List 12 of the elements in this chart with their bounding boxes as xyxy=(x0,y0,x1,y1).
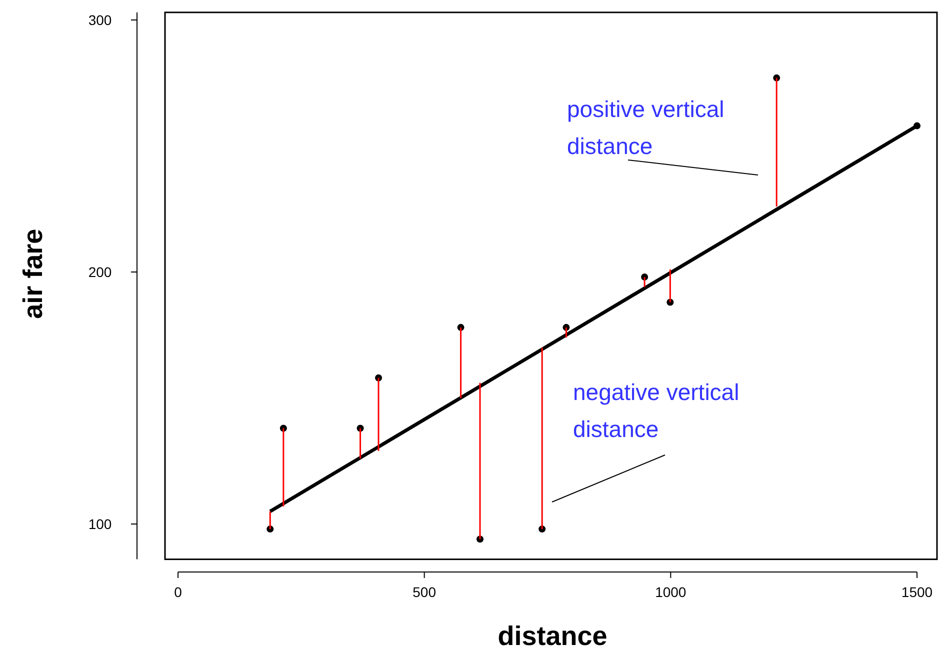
x-axis-title: distance xyxy=(498,621,608,651)
y-tick-label: 100 xyxy=(88,516,112,532)
x-tick-label: 500 xyxy=(412,584,436,600)
annotation: positive vertical distance xyxy=(567,96,724,159)
y-tick-label: 200 xyxy=(88,264,112,280)
annotation: negative vertical distance xyxy=(573,379,740,442)
y-tick-label: 300 xyxy=(88,12,112,28)
x-tick-label: 1500 xyxy=(901,584,933,600)
x-tick-label: 1000 xyxy=(655,584,686,600)
x-tick-label: 0 xyxy=(174,584,182,600)
y-axis-title: air fare xyxy=(18,228,48,319)
point xyxy=(914,122,920,130)
